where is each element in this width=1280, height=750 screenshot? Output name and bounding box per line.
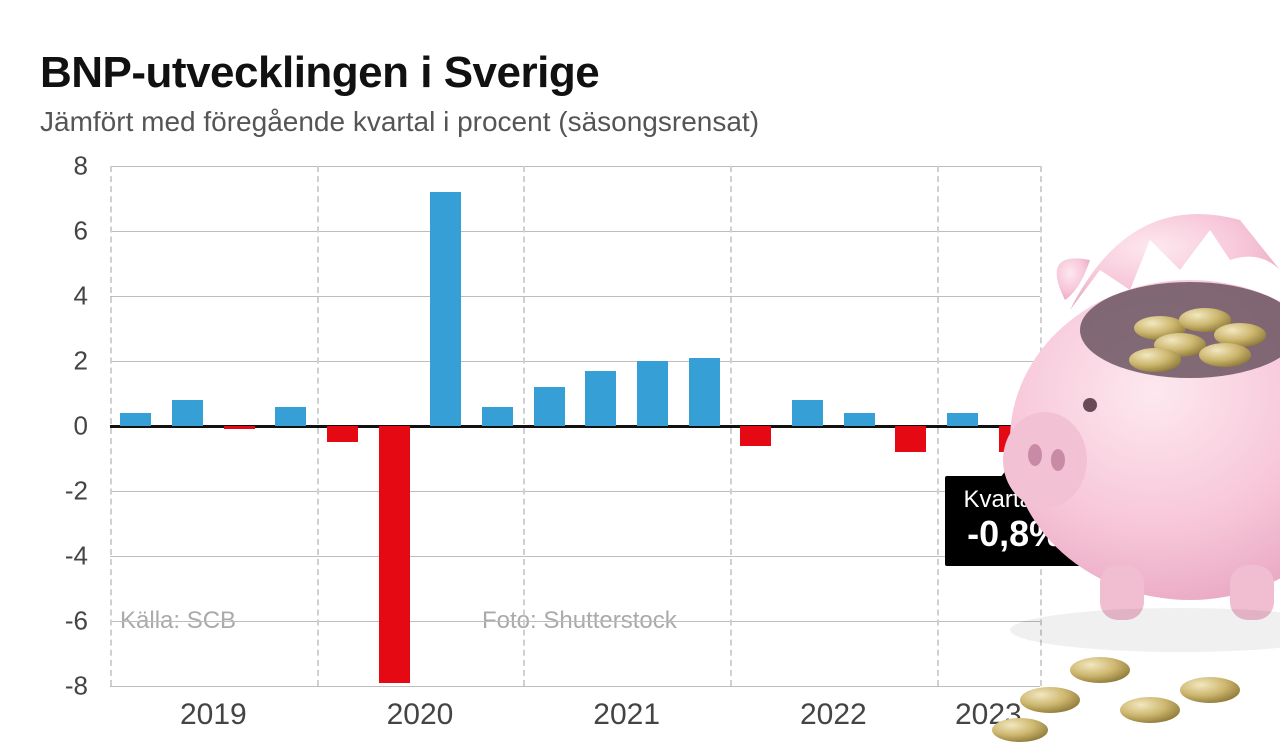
- bar: [430, 192, 461, 426]
- bar: [844, 413, 875, 426]
- y-tick-label: -4: [65, 541, 88, 572]
- y-tick-label: 4: [74, 281, 88, 312]
- bar: [689, 358, 720, 426]
- bar: [482, 407, 513, 427]
- y-tick-label: 0: [74, 411, 88, 442]
- x-year-label: 2021: [593, 698, 660, 732]
- page-title: BNP-utvecklingen i Sverige: [40, 48, 1040, 98]
- year-divider: [317, 166, 319, 686]
- gridline: [110, 556, 1040, 557]
- x-year-label: 2023: [955, 698, 1022, 732]
- x-year-label: 2020: [387, 698, 454, 732]
- bar: [637, 361, 668, 426]
- gridline: [110, 231, 1040, 232]
- page-subtitle: Jämfört med föregående kvartal i procent…: [40, 106, 1040, 138]
- gridline: [110, 621, 1040, 622]
- year-divider: [1040, 166, 1042, 686]
- gridline: [110, 361, 1040, 362]
- year-divider: [110, 166, 112, 686]
- bar: [120, 413, 151, 426]
- gridline: [110, 296, 1040, 297]
- callout-value: -0,8%: [963, 516, 1064, 552]
- callout-pointer: [1000, 460, 1028, 478]
- x-year-label: 2022: [800, 698, 867, 732]
- bar: [947, 413, 978, 426]
- callout-label: Kvartal 2:: [963, 486, 1064, 514]
- gridline: [110, 491, 1040, 492]
- bar: [585, 371, 616, 426]
- bar: [534, 387, 565, 426]
- y-tick-label: -6: [65, 606, 88, 637]
- bar: [379, 426, 410, 683]
- bar: [172, 400, 203, 426]
- y-tick-label: 6: [74, 216, 88, 247]
- highlight-callout: Kvartal 2: -0,8%: [945, 476, 1082, 566]
- y-tick-label: 2: [74, 346, 88, 377]
- bar: [792, 400, 823, 426]
- gridline: [110, 166, 1040, 167]
- gdp-chart: -8-6-4-202468 Källa: SCB Foto: Shutterst…: [40, 166, 1040, 686]
- year-divider: [523, 166, 525, 686]
- x-year-label: 2019: [180, 698, 247, 732]
- bar: [327, 426, 358, 442]
- year-divider: [730, 166, 732, 686]
- bar: [999, 426, 1030, 452]
- y-tick-label: -2: [65, 476, 88, 507]
- y-tick-label: -8: [65, 671, 88, 702]
- bar: [740, 426, 771, 446]
- bar: [224, 426, 255, 429]
- y-tick-label: 8: [74, 151, 88, 182]
- bar: [895, 426, 926, 452]
- bar: [275, 407, 306, 427]
- year-divider: [937, 166, 939, 686]
